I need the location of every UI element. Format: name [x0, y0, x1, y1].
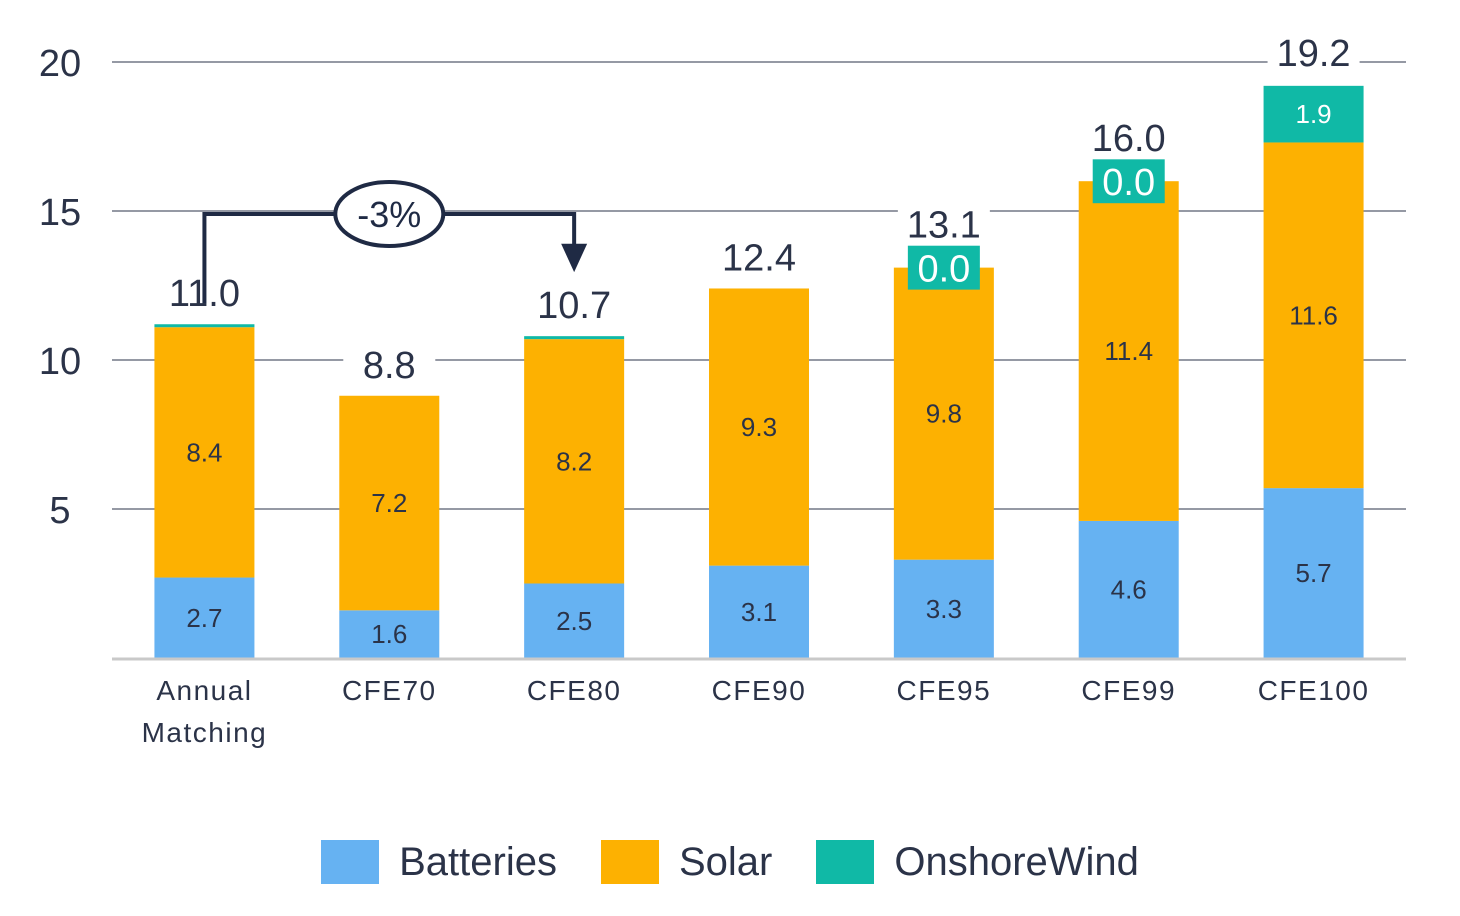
- total-label-bg-6: [1267, 31, 1360, 74]
- bar-segment-solar-6: [1263, 142, 1364, 489]
- segment-label-solar-6: 11.6: [1289, 300, 1338, 330]
- bar-segment-batteries-3: [709, 565, 809, 658]
- y-tick-label-5: 5: [49, 490, 70, 532]
- segment-label-bg-5: [1092, 159, 1165, 204]
- total-label-5: 16.0: [1092, 118, 1166, 160]
- legend-swatch-batteries: [321, 840, 380, 884]
- x-tick-label-0: Annual: [156, 675, 252, 706]
- legend-label-batteries: Batteries: [399, 839, 557, 884]
- bar-segment-onshorewind-2: [524, 336, 625, 340]
- total-label-bg-5: [1082, 117, 1175, 160]
- segment-label-batteries-3: 3.1: [741, 597, 777, 627]
- bar-segment-solar-0: [154, 327, 255, 578]
- x-tick-label-1: CFE70: [342, 675, 437, 706]
- total-label-1: 8.8: [363, 345, 416, 387]
- total-label-bg-2: [528, 284, 621, 327]
- segment-label-batteries-6: 5.7: [1295, 558, 1331, 588]
- bar-segment-solar-3: [709, 288, 809, 566]
- segment-label-solar-1: 7.2: [371, 488, 407, 518]
- total-label-bg-1: [343, 343, 436, 386]
- segment-label-batteries-0: 2.7: [186, 603, 222, 633]
- annotation-ellipse: [333, 179, 446, 248]
- legend-label-onshorewind: OnshoreWind: [894, 839, 1139, 884]
- segment-label-solar-5: 11.4: [1104, 336, 1153, 366]
- segment-label-solar-0: 8.4: [186, 437, 222, 467]
- annotation-arrowhead: [561, 243, 588, 273]
- legend-item-onshorewind: OnshoreWind: [816, 840, 1139, 885]
- segment-label-onshorewind-6: 1.9: [1295, 99, 1331, 129]
- segment-label-batteries-5: 4.6: [1111, 574, 1147, 604]
- x-tick-label-3: CFE90: [712, 675, 807, 706]
- bar-segment-batteries-1: [339, 610, 440, 658]
- total-label-3: 12.4: [722, 237, 796, 279]
- legend-swatch-onshorewind: [816, 840, 875, 884]
- bar-segment-onshorewind-0: [154, 324, 255, 328]
- y-tick-label-20: 20: [39, 43, 81, 85]
- total-label-bg-4: [897, 203, 990, 246]
- legend-item-batteries: Batteries: [321, 840, 557, 885]
- stacked-bar-chart: 5 10 15 20 2.7 8.4 1.6 7.2 2.5 8.2 3.1 9.3 3.3 9.8 0.0…: [39, 31, 1406, 748]
- bar-segment-solar-5: [1078, 181, 1179, 521]
- segment-label-solar-2: 8.2: [556, 446, 592, 476]
- legend: Batteries Solar OnshoreWind: [0, 830, 1460, 894]
- annotation-label: -3%: [357, 194, 421, 235]
- bar-segment-batteries-6: [1263, 488, 1364, 658]
- total-label-2: 10.7: [537, 285, 611, 327]
- segment-label-solar-3: 9.3: [741, 412, 777, 442]
- bar-segment-solar-4: [893, 267, 994, 560]
- segment-label-onshorewind-5: 0.0: [1102, 162, 1155, 204]
- x-tick-label-5: CFE99: [1081, 675, 1176, 706]
- segment-label-solar-4: 9.8: [926, 399, 962, 429]
- legend-label-solar: Solar: [678, 839, 773, 884]
- segment-label-batteries-4: 3.3: [926, 594, 962, 624]
- total-label-6: 19.2: [1277, 33, 1351, 75]
- bar-segment-batteries-5: [1078, 520, 1179, 658]
- legend-item-solar: Solar: [600, 839, 773, 885]
- segment-label-batteries-2: 2.5: [556, 606, 592, 636]
- bar-segment-batteries-0: [154, 577, 255, 658]
- bar-segment-batteries-2: [524, 583, 625, 658]
- x-tick-label-4: CFE95: [897, 675, 992, 706]
- legend-swatch-solar: [600, 840, 659, 884]
- x-tick-label-2: CFE80: [527, 675, 622, 706]
- segment-label-bg-4: [907, 245, 980, 290]
- bar-segment-solar-2: [524, 339, 625, 584]
- y-tick-label-10: 10: [39, 341, 81, 383]
- segment-label-onshorewind-4: 0.0: [917, 249, 970, 291]
- bar-segment-onshorewind-6: [1263, 85, 1364, 143]
- x-tick-label-6: CFE100: [1258, 675, 1370, 706]
- bar-segment-solar-1: [339, 395, 440, 611]
- total-label-bg-3: [713, 236, 805, 279]
- y-tick-label-15: 15: [39, 192, 81, 234]
- bar-segment-batteries-4: [893, 559, 994, 658]
- total-label-4: 13.1: [907, 205, 981, 247]
- x-tick-label-0-line2: Matching: [142, 717, 268, 748]
- segment-label-batteries-1: 1.6: [371, 619, 407, 649]
